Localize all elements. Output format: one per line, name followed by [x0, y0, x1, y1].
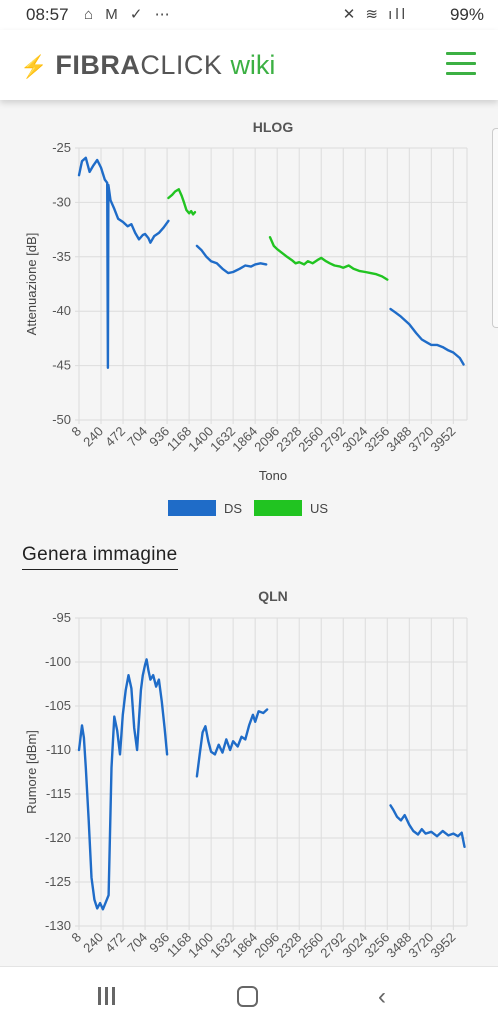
- y-axis-label: Rumore [dBm]: [24, 730, 39, 814]
- status-time: 08:57: [26, 5, 69, 24]
- generate-image-link[interactable]: Genera immagine: [22, 544, 178, 570]
- series-line-ds: [389, 804, 466, 848]
- series-line-ds: [195, 708, 269, 778]
- fibraclick-logo[interactable]: ⚡ FIBRACLICK wiki: [20, 50, 275, 82]
- x-tick-label: 704: [124, 930, 150, 956]
- legend-swatch-ds: [168, 500, 216, 516]
- logo-fibra: FIBRA: [55, 50, 141, 80]
- chart-title: HLOG: [253, 119, 294, 135]
- y-tick-label: -115: [46, 786, 71, 801]
- x-tick-label: 240: [80, 930, 106, 956]
- x-tick-label: 3952: [427, 930, 458, 961]
- lightning-bolt-icon: ⚡: [20, 54, 48, 79]
- series-line-ds: [77, 156, 170, 369]
- y-tick-label: -50: [52, 412, 71, 427]
- x-tick-label: 704: [124, 424, 150, 450]
- recent-apps-icon[interactable]: [98, 987, 116, 1005]
- y-tick-label: -35: [52, 249, 71, 264]
- legend-label: US: [310, 501, 328, 516]
- home-icon[interactable]: [237, 986, 258, 1007]
- back-icon[interactable]: ‹: [378, 983, 386, 1010]
- logo-wiki: wiki: [230, 50, 276, 80]
- y-tick-label: -30: [52, 194, 71, 209]
- x-tick-label: 3952: [427, 424, 458, 455]
- y-axis-label: Attenuazione [dB]: [24, 233, 39, 336]
- y-tick-label: -105: [45, 698, 71, 713]
- battery-level: 99%: [449, 5, 484, 24]
- y-tick-label: -95: [52, 610, 71, 625]
- hlog-chart: HLOG-25-30-35-40-45-50824047270493611681…: [24, 119, 468, 516]
- series-line-ds: [77, 658, 169, 911]
- x-tick-label: 472: [102, 424, 128, 450]
- chart-title: QLN: [258, 588, 288, 604]
- y-tick-label: -25: [52, 140, 71, 155]
- x-tick-label: 240: [80, 424, 106, 450]
- notification-icons: ⌂ M ✓ ⋯: [84, 6, 174, 23]
- y-tick-label: -40: [52, 303, 71, 318]
- status-bar: 08:57 ⌂ M ✓ ⋯ ✕ ≋ ıll 99%: [0, 0, 498, 30]
- app-header: ⚡ FIBRACLICK wiki: [0, 30, 498, 100]
- logo-click: CLICK: [140, 50, 223, 80]
- hamburger-menu-icon[interactable]: [446, 52, 476, 78]
- series-line-us: [268, 236, 389, 281]
- y-tick-label: -45: [52, 358, 71, 373]
- x-axis-label: Tono: [259, 468, 287, 483]
- y-tick-label: -100: [45, 654, 71, 669]
- y-tick-label: -110: [46, 742, 71, 757]
- scrollbar-thumb[interactable]: [492, 128, 498, 328]
- legend-label: DS: [224, 501, 242, 516]
- y-tick-label: -130: [45, 918, 71, 933]
- series-line-ds: [389, 307, 465, 366]
- legend-swatch-us: [254, 500, 302, 516]
- series-line-ds: [195, 244, 268, 275]
- series-line-us: [167, 188, 197, 216]
- x-tick-label: 472: [102, 930, 128, 956]
- y-tick-label: -125: [45, 874, 71, 889]
- system-status-icons: ✕ ≋ ıll: [342, 6, 408, 23]
- navigation-bar: ‹: [0, 966, 498, 1025]
- y-tick-label: -120: [45, 830, 71, 845]
- qln-chart: QLN-95-100-105-110-115-120-125-130824047…: [24, 588, 468, 961]
